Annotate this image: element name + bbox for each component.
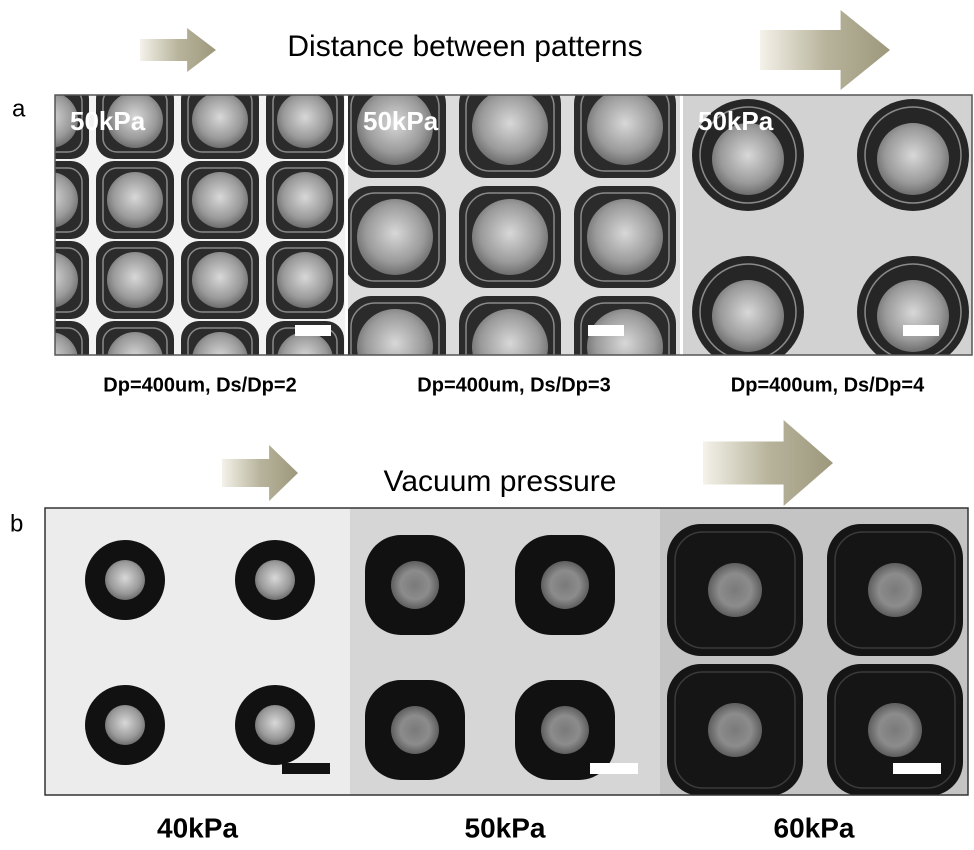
well-inner xyxy=(357,199,433,275)
caption: 40kPa xyxy=(157,812,238,843)
tissue xyxy=(541,706,589,754)
caption: Dp=400um, Ds/Dp=2 xyxy=(103,374,296,396)
arrow xyxy=(760,10,890,90)
caption: Dp=400um, Ds/Dp=3 xyxy=(417,374,610,396)
arrow xyxy=(703,420,833,506)
well-inner xyxy=(22,252,78,308)
micrograph xyxy=(683,95,972,368)
well-inner xyxy=(472,199,548,275)
well-inner xyxy=(255,705,295,745)
scale-bar xyxy=(282,763,330,774)
micrograph xyxy=(660,508,968,796)
well-inner xyxy=(192,252,248,308)
micrograph xyxy=(45,508,350,795)
arrow-title: Distance between patterns xyxy=(287,30,642,63)
tissue xyxy=(541,561,589,609)
panel-label: a xyxy=(12,95,26,122)
well-inner xyxy=(472,89,548,165)
caption: Dp=400um, Ds/Dp=4 xyxy=(731,374,925,396)
tissue xyxy=(868,563,922,617)
tissue xyxy=(708,703,762,757)
micrograph xyxy=(350,508,660,795)
well-inner xyxy=(587,89,663,165)
panel-label: b xyxy=(10,510,23,537)
tissue xyxy=(868,703,922,757)
well-outer xyxy=(11,321,89,399)
well-inner xyxy=(22,172,78,228)
arrow-shape xyxy=(760,10,890,90)
well-inner xyxy=(107,252,163,308)
arrow xyxy=(222,445,298,501)
caption: 60kPa xyxy=(774,812,855,843)
well-inner xyxy=(712,280,784,352)
micrograph xyxy=(11,81,345,399)
well-inner xyxy=(105,560,145,600)
well-inner xyxy=(277,92,333,148)
well-inner xyxy=(587,199,663,275)
well-inner xyxy=(22,332,78,388)
arrow-title: Vacuum pressure xyxy=(384,465,617,498)
well-inner xyxy=(192,92,248,148)
pressure-label: 50kPa xyxy=(698,106,774,136)
arrow xyxy=(140,28,216,72)
tissue xyxy=(391,561,439,609)
scale-bar xyxy=(590,763,638,774)
scale-bar xyxy=(893,763,941,774)
arrow-shape xyxy=(703,420,833,506)
well-inner xyxy=(277,172,333,228)
tissue xyxy=(708,563,762,617)
pressure-label: 50kPa xyxy=(70,106,146,136)
well-inner xyxy=(192,172,248,228)
well-inner xyxy=(105,705,145,745)
well-inner xyxy=(877,123,949,195)
well-inner xyxy=(107,172,163,228)
tissue xyxy=(391,706,439,754)
well-inner xyxy=(277,252,333,308)
pressure-label: 50kPa xyxy=(363,106,439,136)
figure: 50kPa Dp=400um, Ds/Dp=2 50kPa Dp=400um, Ds/… xyxy=(0,0,974,850)
panels: 50kPa Dp=400um, Ds/Dp=2 50kPa Dp=400um, Ds/… xyxy=(11,10,972,843)
caption: 50kPa xyxy=(465,812,546,843)
scale-bar xyxy=(588,325,624,336)
arrow-shape xyxy=(222,445,298,501)
scale-bar xyxy=(295,325,331,336)
scale-bar xyxy=(903,325,939,336)
well-inner xyxy=(255,560,295,600)
arrow-shape xyxy=(140,28,216,72)
well-inner xyxy=(877,280,949,352)
